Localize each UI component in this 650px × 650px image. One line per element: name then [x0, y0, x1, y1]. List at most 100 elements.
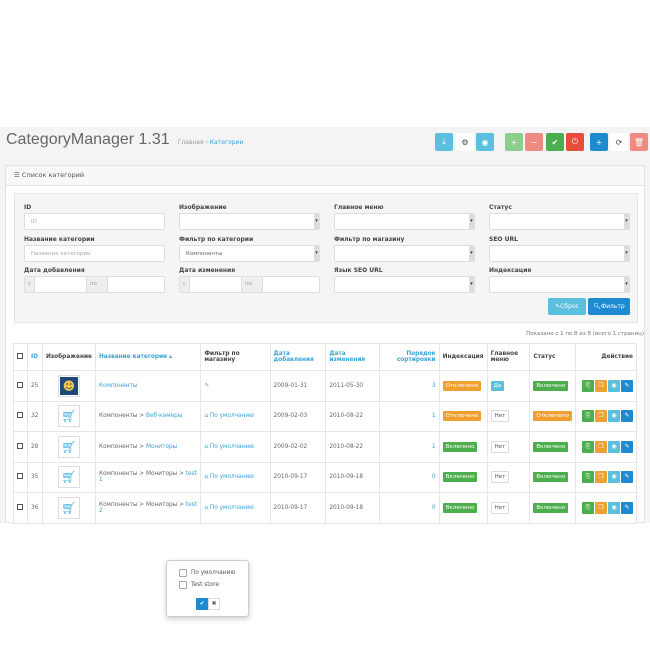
toolbar-power-button[interactable]: ⏻: [566, 133, 584, 151]
category-link[interactable]: Веб-камеры: [145, 413, 183, 420]
home-icon: ⌂: [204, 474, 208, 481]
edit-button[interactable]: ✎: [621, 410, 633, 423]
to-addon: по: [86, 277, 108, 292]
cart-image: 🛒︎: [57, 435, 80, 458]
col-name[interactable]: Название категории ▴: [94, 343, 202, 371]
seo-url-select[interactable]: [489, 245, 630, 262]
sort-order[interactable]: 0: [379, 492, 440, 524]
filter-button[interactable]: 🔍︎ Фильтр: [588, 298, 630, 315]
toolbar-refresh-button[interactable]: ⟳: [610, 133, 628, 151]
sort-order[interactable]: 1: [379, 431, 440, 463]
store-link[interactable]: ⌂ По умолчанию: [204, 504, 255, 511]
row-checkbox[interactable]: [17, 442, 23, 449]
edit-button[interactable]: ✎: [621, 471, 633, 484]
toolbar-download-button[interactable]: ⤓: [435, 133, 453, 151]
store-test-checkbox[interactable]: [179, 581, 187, 589]
store-default-checkbox[interactable]: [179, 569, 187, 577]
image-select[interactable]: [179, 213, 320, 230]
date-added: 2009-02-02: [269, 431, 327, 463]
col-sort-order[interactable]: Порядок сортировки: [379, 343, 440, 371]
store-filter-select[interactable]: [334, 245, 475, 262]
select-all-checkbox[interactable]: [17, 353, 23, 359]
main-menu-badge[interactable]: Нет: [490, 501, 510, 514]
breadcrumb-home[interactable]: Главная: [177, 139, 204, 146]
status-badge[interactable]: Включено: [533, 441, 569, 452]
category-link[interactable]: Мониторы: [145, 443, 178, 450]
col-id[interactable]: ID: [26, 343, 43, 371]
cancel-button[interactable]: ✖: [208, 598, 220, 610]
view-button[interactable]: ◉: [608, 440, 620, 453]
category-link[interactable]: Компоненты: [98, 382, 138, 389]
toolbar-minus-button[interactable]: −: [525, 133, 543, 151]
toolbar-add-button[interactable]: +: [590, 133, 608, 151]
category-filter-select[interactable]: Компоненты: [179, 245, 320, 262]
main-menu-select[interactable]: [334, 213, 475, 230]
clone-button[interactable]: ❐: [595, 410, 607, 423]
col-date-added[interactable]: Дата добавления: [269, 343, 327, 371]
date-added: 2009-02-03: [269, 400, 327, 432]
indexing-badge[interactable]: Отключено: [442, 411, 482, 422]
row-checkbox[interactable]: [17, 503, 23, 510]
main-menu-badge[interactable]: Нет: [490, 410, 510, 423]
row-checkbox[interactable]: [17, 412, 23, 419]
edit-button[interactable]: ✎: [621, 440, 633, 453]
main-menu-badge[interactable]: Нет: [490, 440, 510, 453]
status-select[interactable]: [489, 213, 630, 230]
clone-button[interactable]: ❐: [595, 440, 607, 453]
status-badge[interactable]: Отключено: [533, 411, 572, 422]
toolbar-trash-button[interactable]: 🗑︎: [630, 133, 648, 151]
status-badge[interactable]: Включено: [533, 502, 569, 513]
category-link[interactable]: test 2: [98, 501, 197, 514]
store-link[interactable]: ⌂ По умолчанию: [204, 474, 255, 481]
index-select[interactable]: [489, 276, 630, 293]
panel-title: Список категорий: [21, 171, 85, 179]
clone-button[interactable]: ❐: [595, 501, 607, 514]
pencil-icon[interactable]: ✎: [204, 382, 210, 389]
copy-button[interactable]: ⎘: [582, 471, 594, 484]
copy-button[interactable]: ⎘: [582, 501, 594, 514]
edit-button[interactable]: ✎: [621, 379, 633, 392]
category-path: Компоненты > Мониторы >: [98, 501, 186, 508]
view-button[interactable]: ◉: [608, 471, 620, 484]
gears-icon: ⚙: [461, 137, 469, 147]
toolbar-check-button[interactable]: ✔: [546, 133, 564, 151]
clone-button[interactable]: ❐: [595, 471, 607, 484]
indexing-badge[interactable]: Включено: [442, 472, 478, 483]
view-button[interactable]: ◉: [608, 379, 620, 392]
edit-button[interactable]: ✎: [621, 501, 633, 514]
sort-order[interactable]: 1: [379, 400, 440, 432]
row-id: 35: [26, 461, 43, 493]
copy-button[interactable]: ⎘: [582, 379, 594, 392]
status-badge[interactable]: Включено: [533, 472, 569, 483]
indexing-badge[interactable]: Включено: [442, 502, 478, 513]
copy-button[interactable]: ⎘: [582, 410, 594, 423]
indexing-badge[interactable]: Отключено: [442, 380, 482, 391]
row-checkbox[interactable]: [17, 473, 23, 480]
view-button[interactable]: ◉: [608, 501, 620, 514]
toolbar-plus-button[interactable]: +: [505, 133, 523, 151]
seo-lang-select[interactable]: [334, 276, 475, 293]
id-input[interactable]: ID: [24, 213, 165, 230]
main-menu-badge[interactable]: Нет: [490, 471, 510, 484]
breadcrumb-categories[interactable]: Категории: [209, 139, 244, 146]
clone-button[interactable]: ❐: [595, 379, 607, 392]
toolbar-eye-button[interactable]: ◉: [476, 133, 494, 151]
table-row: 32 🛒︎ Компоненты > Веб-камеры ⌂ По умолч…: [13, 400, 638, 432]
store-link[interactable]: ⌂ По умолчанию: [204, 443, 255, 450]
indexing-badge[interactable]: Включено: [442, 441, 478, 452]
toolbar-gears-button[interactable]: ⚙: [456, 133, 474, 151]
main-menu-badge[interactable]: Да: [490, 380, 505, 391]
confirm-button[interactable]: ✔: [196, 598, 208, 610]
row-checkbox[interactable]: [17, 381, 23, 388]
col-date-modified[interactable]: Дата изменения: [325, 343, 381, 371]
category-link[interactable]: test 1: [98, 471, 197, 484]
sort-order[interactable]: 0: [379, 461, 440, 493]
name-input[interactable]: Название категории: [24, 245, 165, 262]
store-link[interactable]: ⌂ По умолчанию: [204, 413, 255, 420]
copy-button[interactable]: ⎘: [582, 440, 594, 453]
row-id: 36: [26, 492, 43, 524]
reset-button[interactable]: ✎ Сброс: [548, 298, 586, 315]
status-badge[interactable]: Включено: [533, 380, 569, 391]
view-button[interactable]: ◉: [608, 410, 620, 423]
sort-order[interactable]: 3: [379, 370, 440, 402]
